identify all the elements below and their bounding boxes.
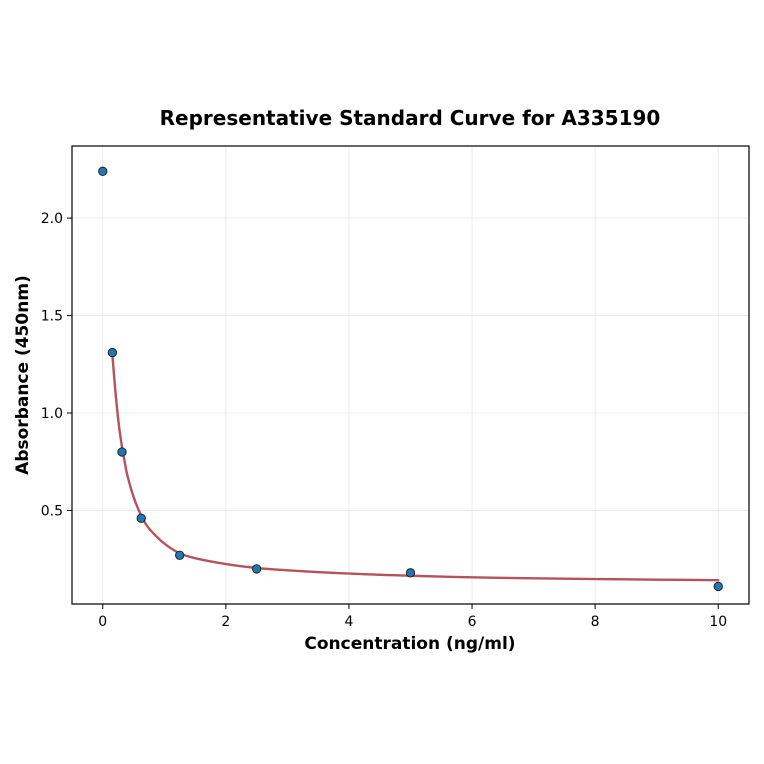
x-tick-label: 4 — [344, 614, 353, 630]
data-point-2 — [117, 447, 127, 457]
x-axis-ticks: 0 2 4 6 8 10 — [98, 604, 727, 630]
data-point-3 — [136, 513, 146, 523]
fit-curve-layer — [111, 353, 720, 582]
fit-curve-line — [111, 353, 720, 582]
y-tick-label: 1.0 — [41, 406, 63, 422]
x-axis-label: Concentration (ng/ml) — [304, 634, 515, 654]
x-tick-label: 2 — [221, 614, 230, 630]
data-point-1 — [107, 347, 118, 358]
x-tick-label: 10 — [709, 614, 727, 630]
data-point-7 — [713, 581, 723, 592]
data-point-0 — [98, 166, 108, 176]
data-points-layer — [98, 166, 723, 592]
data-point-5 — [251, 564, 262, 574]
data-point-4 — [175, 550, 185, 560]
x-tick-label: 6 — [468, 614, 477, 630]
y-tick-label: 0.5 — [41, 503, 63, 519]
plot-area-frame — [71, 145, 750, 605]
x-tick-label: 0 — [98, 614, 107, 630]
y-axis-label: Absorbance (450nm) — [13, 275, 33, 475]
x-tick-label: 8 — [591, 614, 600, 630]
y-axis-ticks: 0.5 1.0 1.5 2.0 — [41, 211, 72, 519]
data-point-6 — [405, 568, 416, 578]
y-tick-label: 1.5 — [41, 309, 63, 325]
y-tick-label: 2.0 — [41, 211, 63, 227]
grid — [72, 146, 749, 604]
chart-title: Representative Standard Curve for A33519… — [160, 106, 661, 130]
